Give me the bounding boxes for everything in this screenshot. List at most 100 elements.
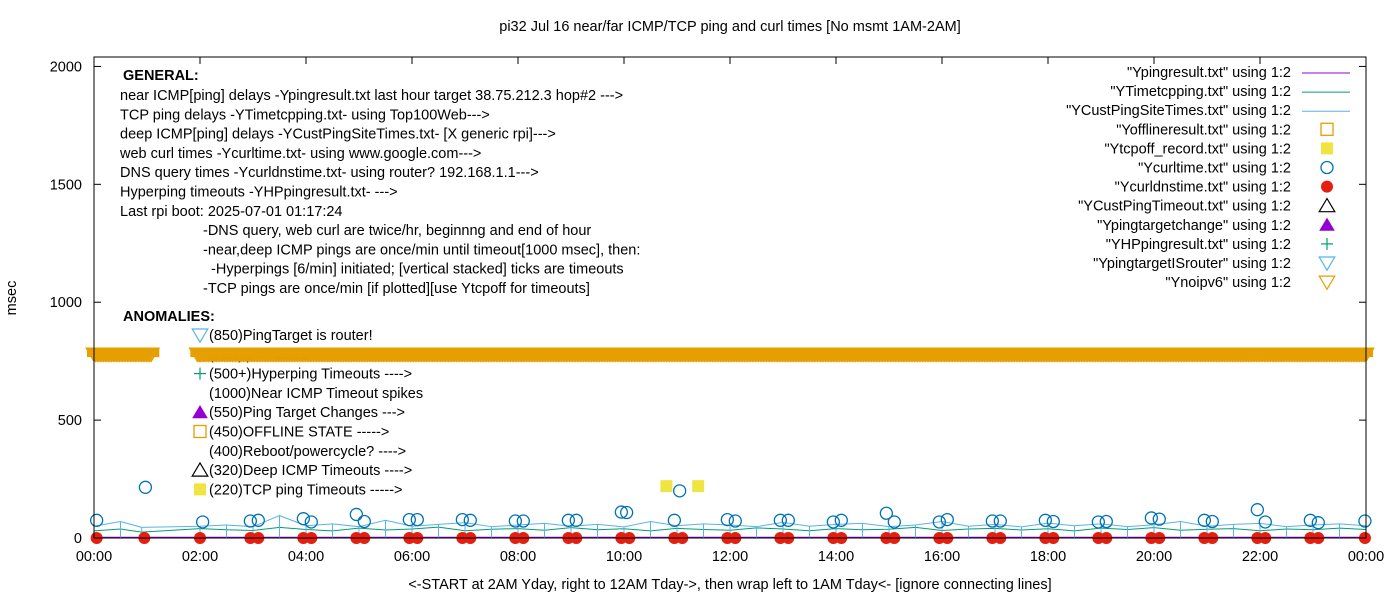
anomaly-label: (220)TCP ping Timeouts ----->: [209, 482, 403, 498]
circle-icon: [1099, 514, 1113, 529]
data-point: [1303, 513, 1317, 527]
circle-icon: [561, 513, 575, 527]
x-tick-label: 12:00: [712, 549, 748, 565]
data-point: [508, 514, 522, 528]
anomaly-marker: [191, 461, 209, 477]
y-tick-label: 2000: [50, 59, 82, 75]
circle-icon: [1358, 514, 1372, 528]
data-point: [673, 484, 687, 498]
circle-icon: [195, 515, 210, 529]
circle-icon: [1311, 516, 1325, 530]
circle-icon: [1144, 511, 1158, 525]
general-line: Hyperping timeouts -YHPpingresult.txt- -…: [120, 185, 398, 201]
x-tick-label: 04:00: [288, 549, 324, 565]
general-line: near ICMP[ping] delays -Ypingresult.txt …: [120, 88, 623, 104]
x-tick-label: 16:00: [924, 549, 960, 565]
anomaly-label: (1000)Near ICMP Timeout spikes: [209, 386, 423, 402]
x-tick-label: 00:00: [76, 549, 112, 565]
data-point: [1038, 513, 1052, 527]
triangle-down-icon: [1318, 256, 1336, 272]
legend-marker: [1319, 217, 1335, 231]
data-point: [569, 513, 583, 527]
ipv6-band-fill: [87, 348, 160, 358]
circle-icon: [138, 480, 153, 494]
circle-icon: [728, 514, 742, 528]
legend-marker: [1321, 180, 1333, 193]
square-icon: [1321, 142, 1333, 155]
legend-marker: [1320, 160, 1334, 175]
data-point: [728, 514, 742, 528]
general-line: DNS query times -Ycurldnstime.txt- using…: [120, 165, 539, 181]
circle-icon: [304, 515, 318, 529]
data-point: [561, 513, 575, 527]
x-tick-label: 20:00: [1136, 549, 1172, 565]
circle-icon: [673, 484, 687, 498]
square-icon: [194, 483, 206, 496]
data-point: [402, 512, 417, 527]
legend-label: "Ycurltime.txt" using 1:2: [1138, 161, 1291, 177]
circle-icon: [402, 512, 417, 527]
triangle-down-icon: [191, 328, 209, 344]
data-point: [781, 513, 795, 527]
circle-icon: [667, 513, 681, 527]
note-line: -near,deep ICMP pings are once/min until…: [203, 242, 640, 258]
ipv6-band-fill: [190, 348, 1374, 358]
data-point: [660, 480, 673, 493]
note-line: -DNS query, web curl are twice/hr, begin…: [203, 223, 591, 239]
data-point: [90, 513, 104, 527]
series-ycurltime-txt-using-1-2: [90, 480, 1372, 530]
ynoipv6-band: [85, 347, 1375, 363]
circle-icon: [887, 515, 901, 529]
annotations: GENERAL: near ICMP[ping] delays -Ypingres…: [85, 68, 1375, 498]
data-point: [667, 513, 681, 527]
triangle-up-icon: [1318, 197, 1336, 213]
general-line: web curl times -Ycurltime.txt- using www…: [119, 146, 481, 162]
circle-icon: [357, 514, 371, 529]
circle-icon: [516, 514, 530, 528]
x-axis-label: <-START at 2AM Yday, right to 12AM Tday-…: [408, 577, 1051, 593]
circle-icon: [614, 505, 628, 519]
anomaly-label: (320)Deep ICMP Timeouts ---->: [209, 463, 412, 479]
note-line: -Hyperpings [6/min] initiated; [vertical…: [203, 262, 624, 278]
circle-icon: [720, 512, 734, 527]
data-point: [1046, 514, 1060, 529]
y-axis-label: msec: [4, 281, 20, 316]
legend-label: "YpingtargetISrouter" using 1:2: [1093, 256, 1291, 272]
circle-icon: [1258, 515, 1272, 529]
data-point: [692, 480, 705, 493]
y-tick-label: 0: [74, 531, 82, 547]
legend-marker: [1318, 197, 1336, 213]
circle-icon: [985, 514, 999, 528]
data-point: [455, 512, 470, 527]
data-point: [620, 505, 634, 520]
circle-icon: [879, 506, 893, 520]
legend-label: "YCustPingTimeout.txt" using 1:2: [1078, 199, 1291, 215]
data-point: [1152, 512, 1166, 526]
circle-icon: [296, 512, 311, 526]
circle-icon: [1152, 512, 1166, 526]
y-tick-label: 500: [58, 413, 82, 429]
x-tick-label: 10:00: [606, 549, 642, 565]
legend-marker: [1318, 256, 1336, 272]
circle-icon: [1205, 514, 1219, 529]
y-tick-label: 1000: [50, 295, 82, 311]
data-point: [932, 515, 946, 529]
data-point: [463, 513, 477, 527]
data-point: [195, 515, 210, 529]
general-line: deep ICMP[ping] delays -YCustPingSiteTim…: [120, 127, 556, 143]
data-point: [357, 514, 371, 529]
data-point: [138, 480, 153, 494]
anomalies-heading: ANOMALIES:: [123, 309, 215, 325]
legend-label: "YHPpingresult.txt" using 1:2: [1106, 237, 1291, 253]
data-point: [826, 515, 840, 529]
circle-icon: [1250, 503, 1264, 517]
data-point: [516, 514, 530, 528]
anomaly-label: (850)PingTarget is router!: [209, 328, 373, 344]
chart-title: pi32 Jul 16 near/far ICMP/TCP ping and c…: [499, 19, 960, 35]
data-point: [773, 513, 787, 527]
circle-icon: [834, 513, 848, 527]
circle-icon: [1321, 180, 1333, 193]
circle-icon: [90, 513, 104, 527]
general-heading: GENERAL:: [123, 68, 199, 84]
